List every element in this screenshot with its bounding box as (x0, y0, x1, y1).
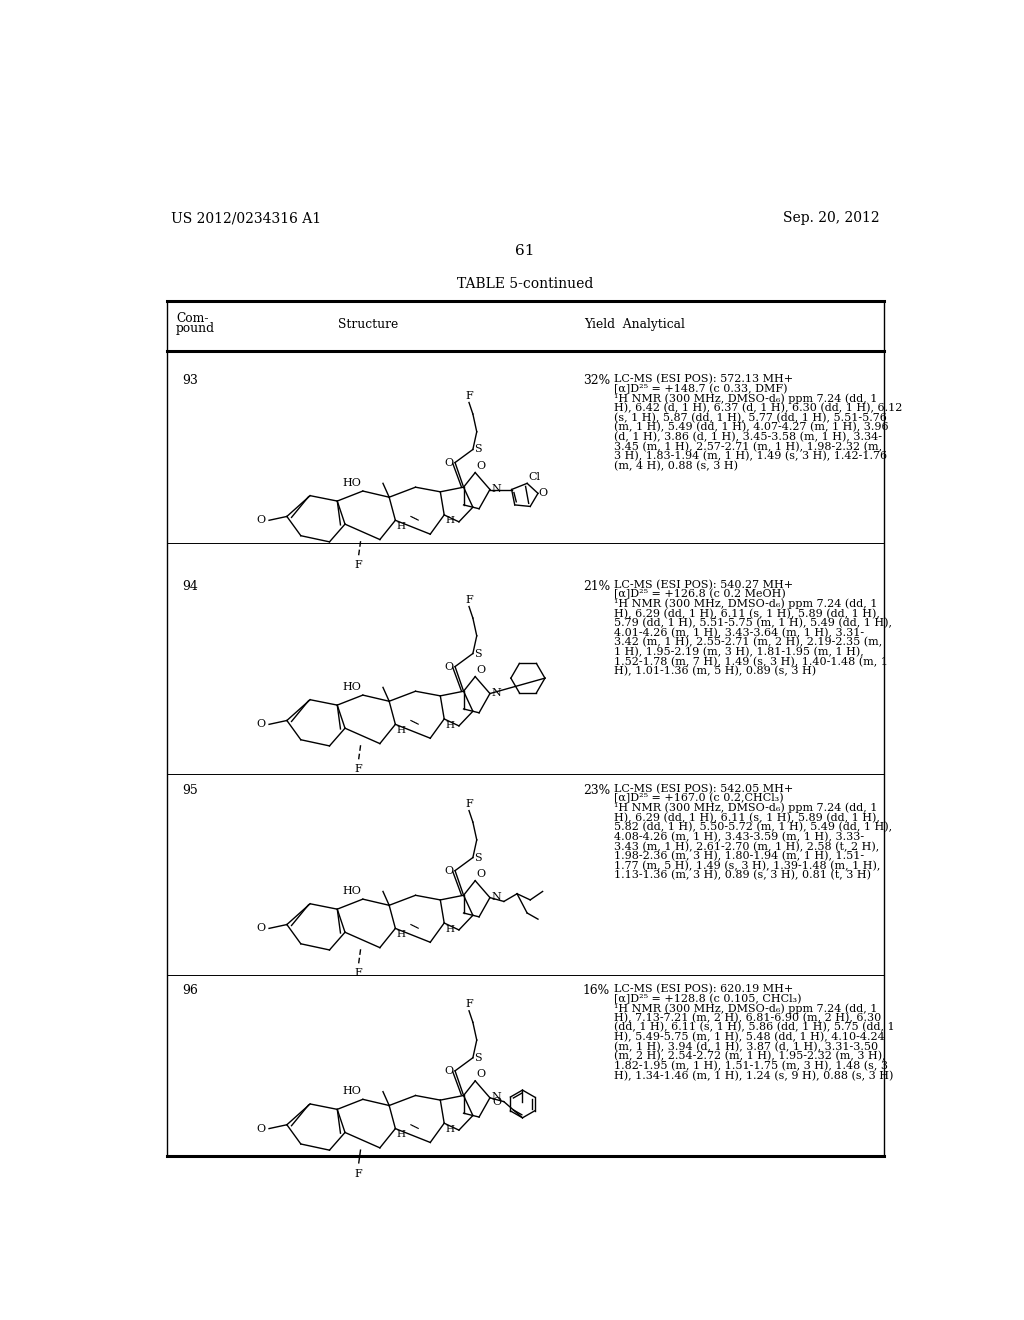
Text: H), 6.29 (dd, 1 H), 6.11 (s, 1 H), 5.89 (dd, 1 H),: H), 6.29 (dd, 1 H), 6.11 (s, 1 H), 5.89 … (614, 813, 880, 822)
Text: H: H (445, 516, 455, 525)
Text: 23%: 23% (583, 784, 610, 797)
Text: F: F (465, 799, 473, 809)
Text: H: H (445, 721, 455, 730)
Text: H: H (397, 1130, 406, 1139)
Text: H: H (445, 1125, 455, 1134)
Text: O: O (257, 719, 266, 730)
Text: LC-MS (ESI POS): 572.13 MH+: LC-MS (ESI POS): 572.13 MH+ (614, 374, 793, 384)
Text: 93: 93 (182, 374, 198, 387)
Text: N: N (492, 1092, 501, 1102)
Text: US 2012/0234316 A1: US 2012/0234316 A1 (171, 211, 321, 226)
Text: F: F (465, 595, 473, 605)
Text: 1.77 (m, 5 H), 1.49 (s, 3 H), 1.39-1.48 (m, 1 H),: 1.77 (m, 5 H), 1.49 (s, 3 H), 1.39-1.48 … (614, 861, 881, 871)
Text: 1.13-1.36 (m, 3 H), 0.89 (s, 3 H), 0.81 (t, 3 H): 1.13-1.36 (m, 3 H), 0.89 (s, 3 H), 0.81 … (614, 870, 871, 880)
Text: O: O (476, 461, 485, 471)
Text: 3.45 (m, 1 H), 2.57-2.71 (m, 1 H), 1.98-2.32 (m,: 3.45 (m, 1 H), 2.57-2.71 (m, 1 H), 1.98-… (614, 441, 882, 451)
Text: F: F (354, 969, 362, 978)
Text: N: N (492, 483, 501, 494)
Text: 96: 96 (182, 983, 198, 997)
Text: (m, 1 H), 5.49 (dd, 1 H), 4.07-4.27 (m, 1 H), 3.96: (m, 1 H), 5.49 (dd, 1 H), 4.07-4.27 (m, … (614, 422, 889, 433)
Text: 32%: 32% (583, 374, 610, 387)
Text: F: F (354, 560, 362, 570)
Text: Sep. 20, 2012: Sep. 20, 2012 (783, 211, 880, 226)
Text: F: F (354, 764, 362, 775)
Text: O: O (257, 515, 266, 525)
Text: HO: HO (342, 682, 361, 692)
Text: LC-MS (ESI POS): 542.05 MH+: LC-MS (ESI POS): 542.05 MH+ (614, 784, 794, 793)
Text: O: O (476, 665, 485, 675)
Text: (dd, 1 H), 6.11 (s, 1 H), 5.86 (dd, 1 H), 5.75 (dd, 1: (dd, 1 H), 6.11 (s, 1 H), 5.86 (dd, 1 H)… (614, 1022, 895, 1032)
Text: [α]D²⁵ = +148.7 (c 0.33, DMF): [α]D²⁵ = +148.7 (c 0.33, DMF) (614, 384, 787, 393)
Text: O: O (444, 866, 454, 875)
Text: H: H (397, 521, 406, 531)
Text: O: O (257, 924, 266, 933)
Text: S: S (474, 445, 482, 454)
Text: H), 6.29 (dd, 1 H), 6.11 (s, 1 H), 5.89 (dd, 1 H),: H), 6.29 (dd, 1 H), 6.11 (s, 1 H), 5.89 … (614, 609, 880, 619)
Text: 1.52-1.78 (m, 7 H), 1.49 (s, 3 H), 1.40-1.48 (m, 1: 1.52-1.78 (m, 7 H), 1.49 (s, 3 H), 1.40-… (614, 656, 888, 667)
Text: Cl: Cl (528, 471, 541, 482)
Text: H), 7.13-7.21 (m, 2 H), 6.81-6.90 (m, 2 H), 6.30: H), 7.13-7.21 (m, 2 H), 6.81-6.90 (m, 2 … (614, 1012, 882, 1023)
Text: 1 H), 1.95-2.19 (m, 3 H), 1.81-1.95 (m, 1 H),: 1 H), 1.95-2.19 (m, 3 H), 1.81-1.95 (m, … (614, 647, 863, 657)
Text: LC-MS (ESI POS): 540.27 MH+: LC-MS (ESI POS): 540.27 MH+ (614, 579, 793, 590)
Text: 5.79 (dd, 1 H), 5.51-5.75 (m, 1 H), 5.49 (dd, 1 H),: 5.79 (dd, 1 H), 5.51-5.75 (m, 1 H), 5.49… (614, 618, 892, 628)
Text: LC-MS (ESI POS): 620.19 MH+: LC-MS (ESI POS): 620.19 MH+ (614, 983, 794, 994)
Text: O: O (444, 661, 454, 672)
Text: H: H (397, 929, 406, 939)
Text: HO: HO (342, 886, 361, 896)
Text: Yield  Analytical: Yield Analytical (584, 318, 685, 331)
Text: Structure: Structure (338, 318, 398, 331)
Text: O: O (444, 458, 454, 467)
Text: O: O (476, 1069, 485, 1080)
Text: (m, 1 H), 3.94 (d, 1 H), 3.87 (d, 1 H), 3.31-3.50: (m, 1 H), 3.94 (d, 1 H), 3.87 (d, 1 H), … (614, 1041, 878, 1052)
Text: HO: HO (342, 478, 361, 488)
Text: O: O (476, 869, 485, 879)
Text: H: H (397, 726, 406, 735)
Text: H), 1.34-1.46 (m, 1 H), 1.24 (s, 9 H), 0.88 (s, 3 H): H), 1.34-1.46 (m, 1 H), 1.24 (s, 9 H), 0… (614, 1071, 893, 1081)
Text: [α]D²⁵ = +128.8 (c 0.105, CHCl₃): [α]D²⁵ = +128.8 (c 0.105, CHCl₃) (614, 994, 802, 1003)
Text: O: O (444, 1065, 454, 1076)
Text: (s, 1 H), 5.87 (dd, 1 H), 5.77 (dd, 1 H), 5.51-5.76: (s, 1 H), 5.87 (dd, 1 H), 5.77 (dd, 1 H)… (614, 412, 887, 422)
Text: 94: 94 (182, 579, 198, 593)
Text: ¹H NMR (300 MHz, DMSO-d₆) ppm 7.24 (dd, 1: ¹H NMR (300 MHz, DMSO-d₆) ppm 7.24 (dd, … (614, 803, 878, 813)
Text: 21%: 21% (583, 579, 610, 593)
Text: N: N (492, 688, 501, 698)
Text: HO: HO (342, 1086, 361, 1096)
Text: 4.08-4.26 (m, 1 H), 3.43-3.59 (m, 1 H), 3.33-: 4.08-4.26 (m, 1 H), 3.43-3.59 (m, 1 H), … (614, 832, 864, 842)
Text: H), 5.49-5.75 (m, 1 H), 5.48 (dd, 1 H), 4.10-4.24: H), 5.49-5.75 (m, 1 H), 5.48 (dd, 1 H), … (614, 1032, 885, 1043)
Text: 1.82-1.95 (m, 1 H), 1.51-1.75 (m, 3 H), 1.48 (s, 3: 1.82-1.95 (m, 1 H), 1.51-1.75 (m, 3 H), … (614, 1061, 888, 1072)
Text: H), 6.42 (d, 1 H), 6.37 (d, 1 H), 6.30 (dd, 1 H), 6.12: H), 6.42 (d, 1 H), 6.37 (d, 1 H), 6.30 (… (614, 403, 902, 413)
Text: F: F (465, 999, 473, 1010)
Text: 5.82 (dd, 1 H), 5.50-5.72 (m, 1 H), 5.49 (dd, 1 H),: 5.82 (dd, 1 H), 5.50-5.72 (m, 1 H), 5.49… (614, 822, 892, 833)
Text: 1.98-2.36 (m, 3 H), 1.80-1.94 (m, 1 H), 1.51-: 1.98-2.36 (m, 3 H), 1.80-1.94 (m, 1 H), … (614, 851, 864, 862)
Text: 4.01-4.26 (m, 1 H), 3.43-3.64 (m, 1 H), 3.31-: 4.01-4.26 (m, 1 H), 3.43-3.64 (m, 1 H), … (614, 628, 864, 638)
Text: TABLE 5-continued: TABLE 5-continued (457, 277, 593, 290)
Text: F: F (354, 1168, 362, 1179)
Text: (m, 2 H), 2.54-2.72 (m, 1 H), 1.95-2.32 (m, 3 H),: (m, 2 H), 2.54-2.72 (m, 1 H), 1.95-2.32 … (614, 1051, 886, 1061)
Text: (m, 4 H), 0.88 (s, 3 H): (m, 4 H), 0.88 (s, 3 H) (614, 461, 738, 471)
Text: F: F (465, 391, 473, 401)
Text: O: O (539, 488, 548, 499)
Text: ¹H NMR (300 MHz, DMSO-d₆) ppm 7.24 (dd, 1: ¹H NMR (300 MHz, DMSO-d₆) ppm 7.24 (dd, … (614, 599, 878, 610)
Text: S: S (474, 648, 482, 659)
Text: 61: 61 (515, 244, 535, 257)
Text: H: H (445, 924, 455, 933)
Text: ¹H NMR (300 MHz, DMSO-d₆) ppm 7.24 (dd, 1: ¹H NMR (300 MHz, DMSO-d₆) ppm 7.24 (dd, … (614, 1003, 878, 1014)
Text: N: N (492, 892, 501, 902)
Text: 16%: 16% (583, 983, 610, 997)
Text: pound: pound (176, 322, 215, 335)
Text: O: O (493, 1097, 502, 1106)
Text: 95: 95 (182, 784, 198, 797)
Text: Com-: Com- (176, 313, 209, 326)
Text: 3.43 (m, 1 H), 2.61-2.70 (m, 1 H), 2.58 (t, 2 H),: 3.43 (m, 1 H), 2.61-2.70 (m, 1 H), 2.58 … (614, 841, 880, 851)
Text: S: S (474, 853, 482, 862)
Text: 3 H), 1.83-1.94 (m, 1 H), 1.49 (s, 3 H), 1.42-1.76: 3 H), 1.83-1.94 (m, 1 H), 1.49 (s, 3 H),… (614, 451, 887, 462)
Text: [α]D²⁵ = +167.0 (c 0.2,CHCl₃): [α]D²⁵ = +167.0 (c 0.2,CHCl₃) (614, 793, 783, 804)
Text: ¹H NMR (300 MHz, DMSO-d₆) ppm 7.24 (dd, 1: ¹H NMR (300 MHz, DMSO-d₆) ppm 7.24 (dd, … (614, 393, 878, 404)
Text: [α]D²⁵ = +126.8 (c 0.2 MeOH): [α]D²⁵ = +126.8 (c 0.2 MeOH) (614, 589, 785, 599)
Text: S: S (474, 1053, 482, 1063)
Text: H), 1.01-1.36 (m, 5 H), 0.89 (s, 3 H): H), 1.01-1.36 (m, 5 H), 0.89 (s, 3 H) (614, 667, 816, 677)
Text: O: O (257, 1123, 266, 1134)
Text: (d, 1 H), 3.86 (d, 1 H), 3.45-3.58 (m, 1 H), 3.34-: (d, 1 H), 3.86 (d, 1 H), 3.45-3.58 (m, 1… (614, 432, 882, 442)
Text: 3.42 (m, 1 H), 2.55-2.71 (m, 2 H), 2.19-2.35 (m,: 3.42 (m, 1 H), 2.55-2.71 (m, 2 H), 2.19-… (614, 638, 882, 648)
